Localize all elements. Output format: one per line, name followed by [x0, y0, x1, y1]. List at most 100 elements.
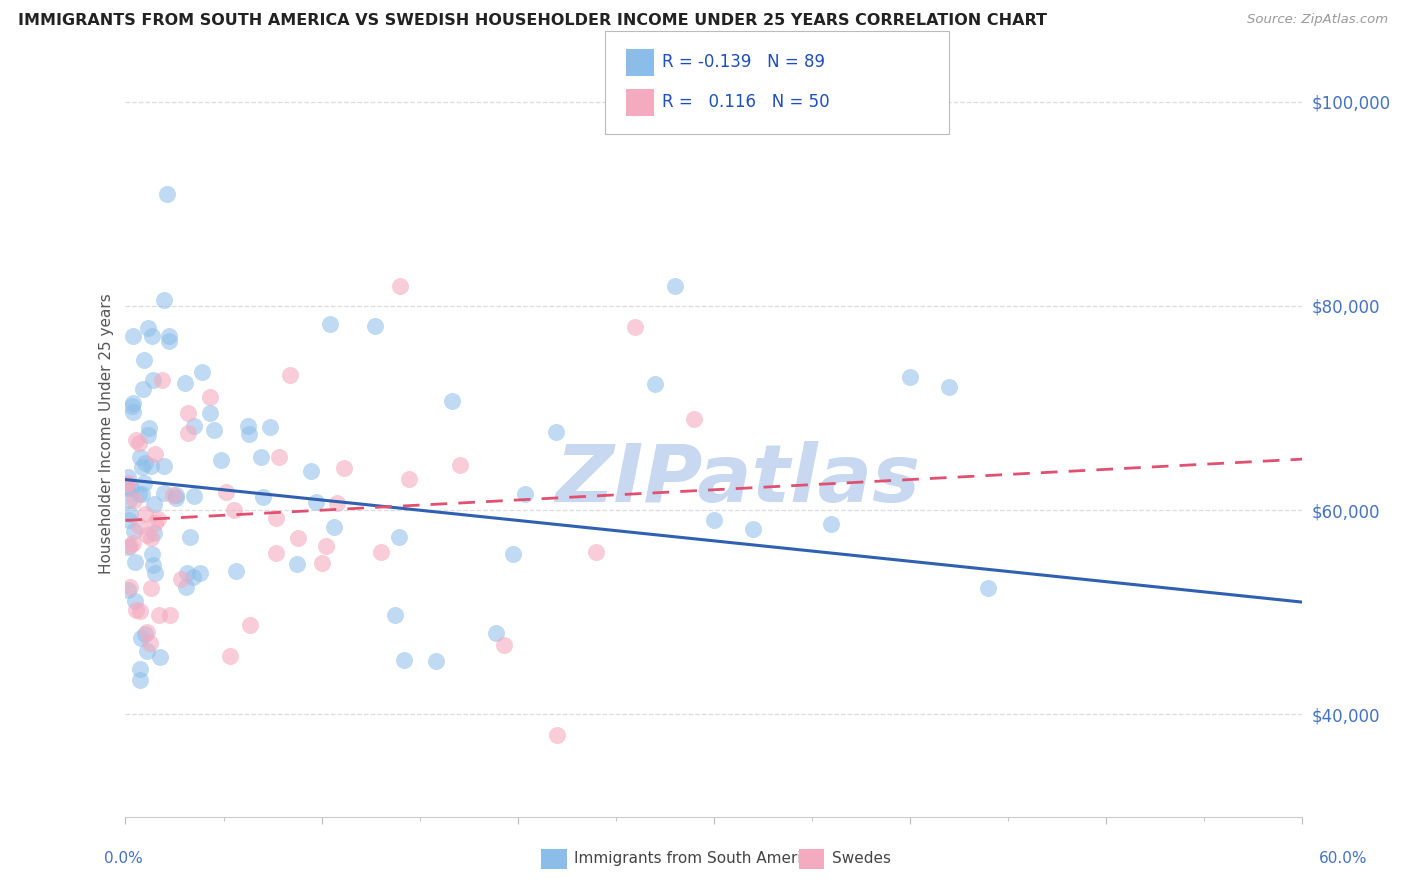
Point [131, 459, 153, 474]
Point [174, 376, 197, 390]
Point [425, 654, 447, 668]
Point [121, 329, 143, 343]
Point [977, 582, 1000, 596]
Point [134, 456, 156, 470]
Point [252, 490, 274, 504]
Y-axis label: Householder Income Under 25 years: Householder Income Under 25 years [100, 293, 114, 574]
Point [214, 484, 236, 499]
Point [218, 649, 240, 664]
Point [287, 531, 309, 545]
Point [225, 565, 247, 579]
Point [132, 475, 155, 490]
Point [285, 557, 308, 571]
Point [157, 334, 180, 349]
Point [664, 278, 686, 293]
Point [118, 539, 141, 553]
Point [124, 602, 146, 616]
Point [683, 411, 706, 425]
Point [177, 406, 200, 420]
Point [135, 644, 157, 658]
Point [183, 489, 205, 503]
Text: Immigrants from South America: Immigrants from South America [574, 851, 820, 865]
Point [644, 376, 666, 391]
Point [139, 459, 162, 474]
Point [125, 434, 148, 448]
Point [156, 186, 179, 201]
Text: Swedes: Swedes [832, 851, 891, 865]
Point [326, 496, 349, 510]
Point [236, 419, 259, 434]
Point [398, 472, 420, 486]
Point [299, 464, 322, 478]
Point [492, 638, 515, 652]
Point [502, 547, 524, 561]
Point [264, 511, 287, 525]
Point [118, 507, 141, 521]
Point [239, 617, 262, 632]
Point [118, 580, 141, 594]
Point [141, 581, 163, 595]
Point [259, 419, 281, 434]
Point [165, 491, 187, 505]
Point [128, 450, 150, 465]
Point [143, 566, 166, 580]
Point [513, 487, 536, 501]
Point [209, 452, 232, 467]
Point [146, 511, 169, 525]
Point [152, 485, 174, 500]
Point [148, 608, 170, 623]
Point [938, 380, 960, 394]
Point [136, 320, 159, 334]
Point [121, 396, 143, 410]
Point [129, 604, 152, 618]
Point [190, 365, 212, 379]
Point [118, 493, 141, 508]
Point [159, 608, 181, 623]
Point [118, 513, 141, 527]
Point [150, 373, 173, 387]
Point [153, 293, 176, 307]
Point [162, 488, 184, 502]
Point [143, 516, 166, 530]
Point [141, 329, 163, 343]
Point [138, 420, 160, 434]
Text: 0.0%: 0.0% [104, 851, 143, 865]
Point [136, 427, 159, 442]
Point [742, 522, 765, 536]
Point [128, 436, 150, 450]
Point [238, 427, 260, 442]
Point [449, 458, 471, 473]
Point [122, 524, 145, 538]
Point [319, 317, 342, 331]
Point [131, 487, 153, 501]
Point [183, 419, 205, 434]
Point [143, 497, 166, 511]
Text: R =   0.116   N = 50: R = 0.116 N = 50 [662, 93, 830, 111]
Point [153, 458, 176, 473]
Point [177, 425, 200, 440]
Point [585, 544, 607, 558]
Point [333, 461, 356, 475]
Point [392, 653, 415, 667]
Text: R = -0.139   N = 89: R = -0.139 N = 89 [662, 53, 825, 70]
Point [117, 477, 139, 491]
Point [120, 481, 142, 495]
Point [820, 517, 842, 532]
Point [389, 278, 412, 293]
Point [134, 627, 156, 641]
Text: ZIPatlas: ZIPatlas [555, 441, 920, 518]
Point [128, 487, 150, 501]
Point [132, 353, 155, 368]
Point [143, 447, 166, 461]
Point [142, 558, 165, 572]
Point [165, 488, 187, 502]
Point [157, 329, 180, 343]
Point [264, 546, 287, 560]
Point [135, 528, 157, 542]
Point [117, 540, 139, 554]
Point [485, 625, 508, 640]
Point [440, 394, 463, 409]
Point [384, 607, 406, 622]
Point [142, 373, 165, 387]
Point [129, 673, 152, 688]
